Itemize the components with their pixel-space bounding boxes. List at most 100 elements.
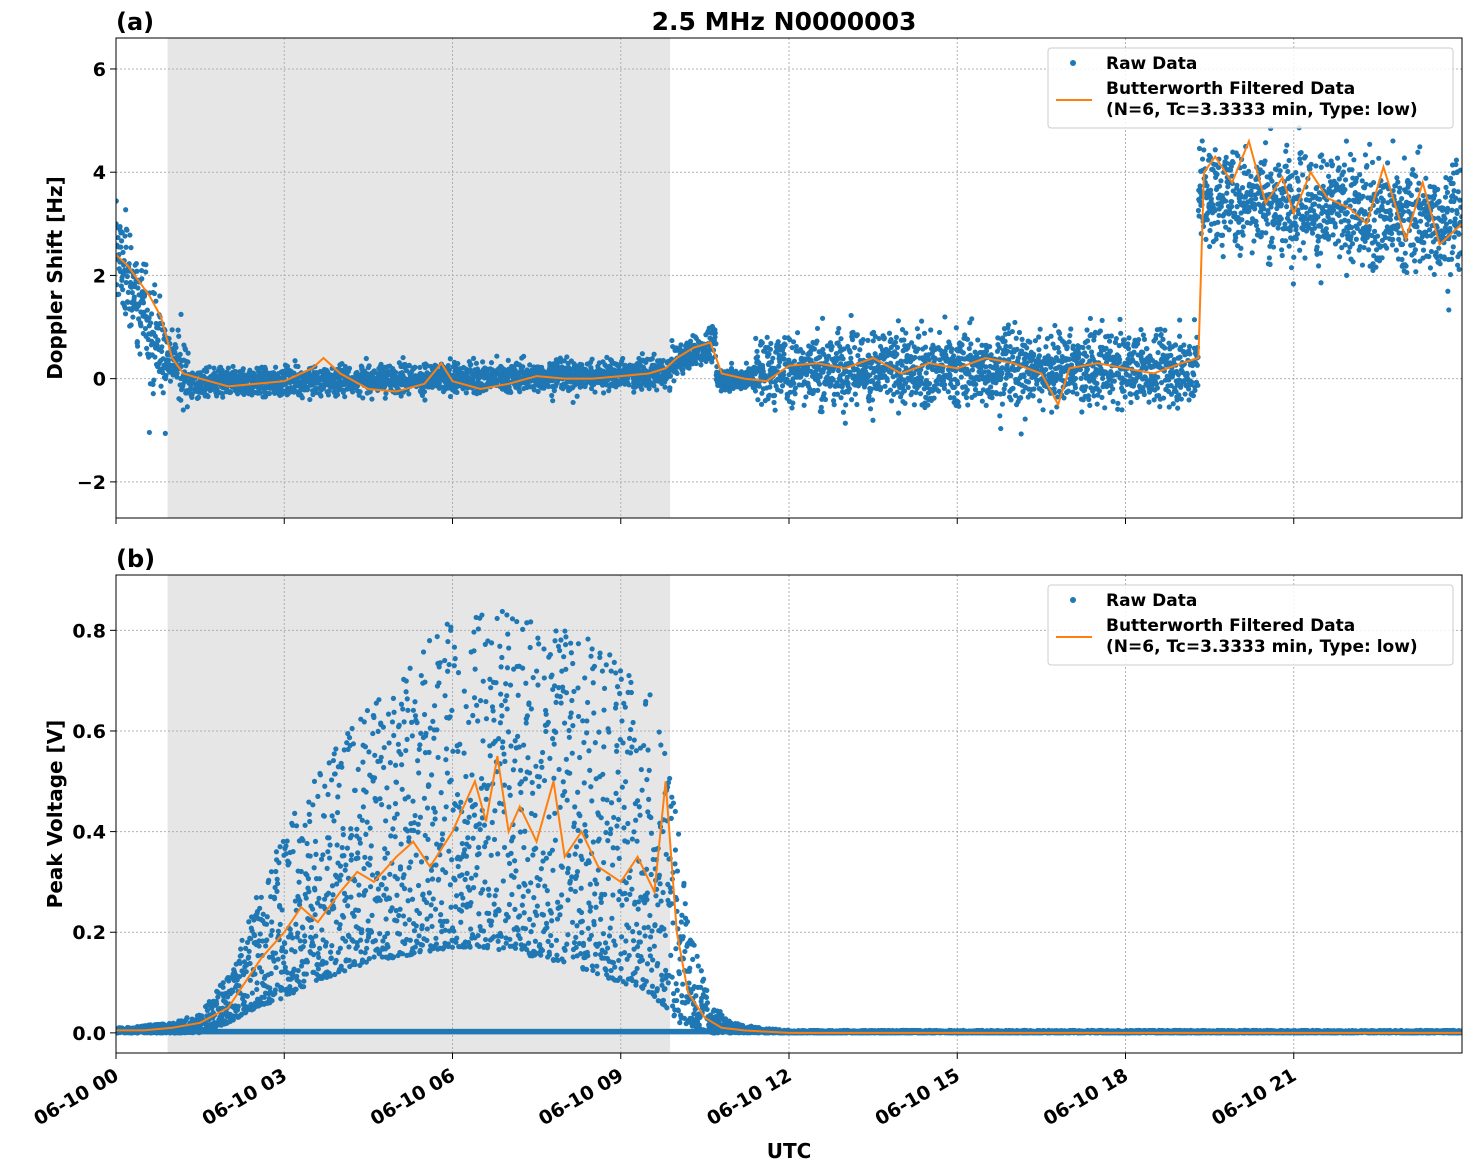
raw-point	[925, 402, 931, 408]
raw-point	[1395, 224, 1401, 230]
raw-point	[1369, 159, 1376, 165]
raw-point	[159, 348, 165, 355]
raw-point	[119, 229, 125, 236]
raw-point	[1341, 162, 1348, 168]
raw-point	[1025, 379, 1032, 385]
raw-point	[1336, 212, 1342, 219]
raw-point	[1248, 173, 1254, 179]
raw-point	[1208, 196, 1214, 202]
raw-point	[1115, 371, 1122, 377]
raw-point	[447, 356, 453, 362]
raw-point	[1311, 221, 1317, 227]
raw-point	[1144, 346, 1150, 352]
raw-point	[969, 316, 975, 322]
raw-point	[1373, 247, 1380, 253]
raw-point	[1031, 352, 1037, 359]
raw-point	[357, 389, 363, 395]
raw-point	[817, 374, 823, 380]
raw-point	[549, 392, 555, 399]
raw-point	[1182, 391, 1188, 397]
raw-point	[767, 384, 773, 390]
raw-point	[1175, 372, 1182, 378]
raw-point	[811, 346, 818, 352]
raw-point	[151, 290, 158, 297]
raw-point	[272, 364, 279, 370]
raw-point	[120, 249, 126, 255]
raw-point	[1215, 164, 1222, 171]
raw-point	[1393, 247, 1399, 253]
raw-point	[1355, 199, 1362, 205]
raw-point	[1265, 182, 1271, 188]
raw-point	[1207, 154, 1213, 160]
raw-point	[1056, 330, 1063, 336]
raw-point	[600, 390, 607, 396]
raw-point	[936, 329, 943, 336]
raw-point	[1296, 211, 1302, 217]
raw-point	[1367, 141, 1373, 147]
raw-point	[838, 395, 844, 401]
raw-point	[1275, 225, 1281, 231]
raw-point	[1119, 407, 1125, 413]
raw-point	[909, 389, 915, 395]
raw-point	[1337, 254, 1343, 260]
raw-point	[1027, 339, 1033, 345]
raw-point	[1389, 242, 1396, 248]
raw-point	[1056, 349, 1062, 355]
raw-point	[1326, 173, 1332, 179]
raw-point	[1108, 333, 1115, 339]
raw-point	[318, 393, 324, 399]
raw-point	[787, 337, 793, 343]
raw-point	[1076, 351, 1083, 357]
raw-point	[125, 299, 131, 305]
raw-point	[247, 367, 253, 373]
raw-point	[1353, 175, 1360, 181]
raw-point	[422, 397, 428, 403]
raw-point	[1318, 164, 1324, 170]
raw-point	[158, 383, 164, 389]
raw-point	[1387, 217, 1394, 223]
raw-point	[948, 377, 954, 383]
raw-point	[1302, 255, 1308, 261]
raw-point	[791, 380, 797, 386]
raw-point	[888, 398, 895, 404]
raw-point	[979, 398, 985, 404]
raw-point	[1300, 172, 1306, 178]
raw-point	[1267, 261, 1273, 267]
raw-point	[1186, 386, 1192, 392]
raw-point	[803, 394, 809, 400]
raw-point	[1102, 405, 1108, 411]
raw-point	[1128, 399, 1134, 406]
raw-point	[840, 356, 846, 362]
raw-point	[592, 389, 598, 395]
raw-point	[775, 342, 782, 349]
raw-point	[776, 363, 782, 369]
raw-point	[185, 359, 191, 365]
raw-point	[846, 386, 852, 392]
raw-point	[1106, 338, 1113, 344]
raw-point	[305, 386, 311, 392]
raw-point	[146, 315, 152, 321]
raw-point	[1192, 387, 1198, 393]
raw-point	[383, 390, 389, 396]
raw-point	[801, 402, 807, 408]
raw-point	[1330, 232, 1336, 238]
raw-point	[1024, 345, 1030, 351]
raw-point	[829, 343, 835, 350]
raw-point	[1191, 317, 1198, 323]
raw-point	[382, 395, 388, 401]
raw-point	[1286, 218, 1292, 224]
raw-point	[140, 300, 147, 306]
raw-point	[1111, 378, 1117, 384]
raw-point	[128, 322, 134, 328]
raw-point	[816, 381, 823, 387]
raw-point	[930, 387, 936, 393]
raw-point	[1268, 204, 1274, 210]
raw-point	[981, 369, 987, 375]
raw-point	[1186, 343, 1193, 350]
raw-point	[1315, 214, 1321, 220]
raw-point	[350, 389, 356, 395]
raw-point	[116, 198, 119, 204]
raw-point	[903, 330, 909, 336]
raw-point	[855, 352, 861, 359]
raw-point	[649, 356, 655, 362]
